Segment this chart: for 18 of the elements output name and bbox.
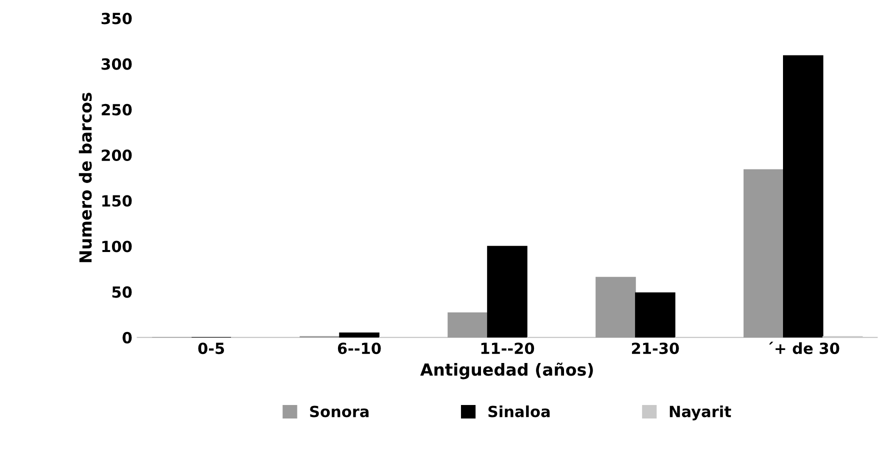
y-tick-label: 150: [102, 195, 132, 207]
x-tick-label: 11--20: [481, 342, 534, 354]
x-tick-label: 0-5: [198, 342, 224, 354]
y-tick-label: 200: [102, 150, 132, 162]
x-axis-title: Antiguedad (años): [420, 362, 593, 380]
y-tick-label: 250: [102, 104, 132, 116]
x-tick-label: 6--10: [338, 342, 381, 354]
legend-label: Sonora: [310, 406, 369, 418]
y-tick-label: 100: [102, 240, 132, 252]
y-tick-label: 350: [102, 12, 132, 24]
y-tick-label: 50: [112, 286, 132, 298]
y-tick-label: 300: [102, 58, 132, 70]
legend-label: Sinaloa: [488, 405, 550, 418]
x-tick-label: ´+ de 30: [769, 342, 840, 354]
y-tick-label: 0: [122, 332, 132, 344]
y-axis-title: Numero de barcos: [78, 92, 92, 262]
x-tick-label: 21-30: [632, 342, 679, 354]
legend-label: Nayarit: [670, 405, 732, 420]
